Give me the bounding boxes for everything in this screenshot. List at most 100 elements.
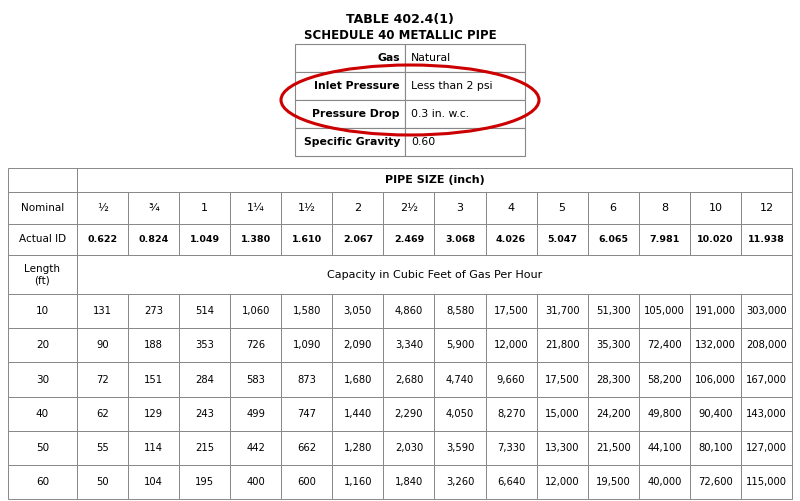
Text: 44,100: 44,100 <box>647 443 682 453</box>
Text: Nominal: Nominal <box>21 203 64 213</box>
Bar <box>690 465 741 499</box>
Bar <box>282 431 332 465</box>
Bar <box>638 192 690 223</box>
Bar <box>588 431 638 465</box>
Bar <box>77 328 128 362</box>
Bar <box>282 192 332 223</box>
Text: 62: 62 <box>96 409 109 419</box>
Text: 132,000: 132,000 <box>695 340 736 350</box>
Text: 80,100: 80,100 <box>698 443 733 453</box>
Bar <box>179 294 230 328</box>
Text: Length
(ft): Length (ft) <box>25 264 61 286</box>
Text: 1,680: 1,680 <box>344 375 372 384</box>
Bar <box>638 328 690 362</box>
Bar <box>486 328 537 362</box>
Bar <box>128 431 179 465</box>
Bar <box>8 328 77 362</box>
Bar <box>405 100 525 128</box>
Text: 10.020: 10.020 <box>697 235 734 244</box>
Text: Capacity in Cubic Feet of Gas Per Hour: Capacity in Cubic Feet of Gas Per Hour <box>327 270 542 280</box>
Text: Specific Gravity: Specific Gravity <box>304 137 400 147</box>
Text: 2½: 2½ <box>400 203 418 213</box>
Bar <box>690 362 741 397</box>
Text: 353: 353 <box>195 340 214 350</box>
Bar <box>332 431 383 465</box>
Bar <box>282 294 332 328</box>
Text: 5: 5 <box>558 203 566 213</box>
Text: 4: 4 <box>507 203 514 213</box>
Bar <box>537 465 588 499</box>
Text: 40,000: 40,000 <box>647 477 682 487</box>
Text: 2,290: 2,290 <box>394 409 423 419</box>
Bar <box>332 328 383 362</box>
Bar <box>332 192 383 223</box>
Text: 20: 20 <box>36 340 49 350</box>
Bar <box>8 192 77 223</box>
Bar <box>486 431 537 465</box>
Text: 21,800: 21,800 <box>545 340 579 350</box>
Bar <box>282 465 332 499</box>
Text: 12: 12 <box>759 203 774 213</box>
Text: 50: 50 <box>96 477 109 487</box>
Text: 15,000: 15,000 <box>545 409 579 419</box>
Bar <box>179 397 230 431</box>
Bar <box>638 465 690 499</box>
Bar <box>741 465 792 499</box>
Text: 8,580: 8,580 <box>446 306 474 316</box>
Text: 6,640: 6,640 <box>497 477 526 487</box>
Bar <box>741 397 792 431</box>
Bar <box>230 397 282 431</box>
Text: 72: 72 <box>96 375 109 384</box>
Bar <box>486 192 537 223</box>
Text: SCHEDULE 40 METALLIC PIPE: SCHEDULE 40 METALLIC PIPE <box>304 29 496 42</box>
Bar <box>486 362 537 397</box>
Text: 90: 90 <box>96 340 109 350</box>
Text: 514: 514 <box>195 306 214 316</box>
Bar <box>128 397 179 431</box>
Bar <box>383 294 434 328</box>
Text: 12,000: 12,000 <box>494 340 529 350</box>
Bar <box>741 328 792 362</box>
Text: 2.067: 2.067 <box>343 235 373 244</box>
Text: 114: 114 <box>144 443 163 453</box>
Bar <box>537 294 588 328</box>
Bar <box>434 362 486 397</box>
Text: 3,340: 3,340 <box>395 340 423 350</box>
Text: 24,200: 24,200 <box>596 409 630 419</box>
Bar <box>230 294 282 328</box>
Text: 400: 400 <box>246 477 265 487</box>
Bar <box>77 192 128 223</box>
Text: 0.60: 0.60 <box>411 137 435 147</box>
Text: 51,300: 51,300 <box>596 306 630 316</box>
Text: 1,840: 1,840 <box>395 477 423 487</box>
Text: 442: 442 <box>246 443 265 453</box>
Text: 243: 243 <box>195 409 214 419</box>
Bar <box>690 294 741 328</box>
Text: 17,500: 17,500 <box>494 306 529 316</box>
Text: 1,440: 1,440 <box>344 409 372 419</box>
Bar <box>179 328 230 362</box>
Bar <box>332 223 383 255</box>
Bar <box>537 192 588 223</box>
Text: 4.026: 4.026 <box>496 235 526 244</box>
Text: 12,000: 12,000 <box>545 477 579 487</box>
Bar <box>77 362 128 397</box>
Bar <box>486 397 537 431</box>
Text: 1.049: 1.049 <box>190 235 220 244</box>
Text: 9,660: 9,660 <box>497 375 526 384</box>
Bar <box>486 223 537 255</box>
Text: 8: 8 <box>661 203 668 213</box>
Text: 195: 195 <box>195 477 214 487</box>
Text: Less than 2 psi: Less than 2 psi <box>411 81 493 91</box>
Text: 873: 873 <box>298 375 316 384</box>
Bar <box>77 294 128 328</box>
Text: 1½: 1½ <box>298 203 316 213</box>
Bar <box>8 255 77 294</box>
Bar <box>741 431 792 465</box>
Text: 2,030: 2,030 <box>395 443 423 453</box>
Bar <box>179 223 230 255</box>
Bar <box>332 294 383 328</box>
Text: 0.3 in. w.c.: 0.3 in. w.c. <box>411 109 469 119</box>
Bar <box>77 431 128 465</box>
Text: 284: 284 <box>195 375 214 384</box>
